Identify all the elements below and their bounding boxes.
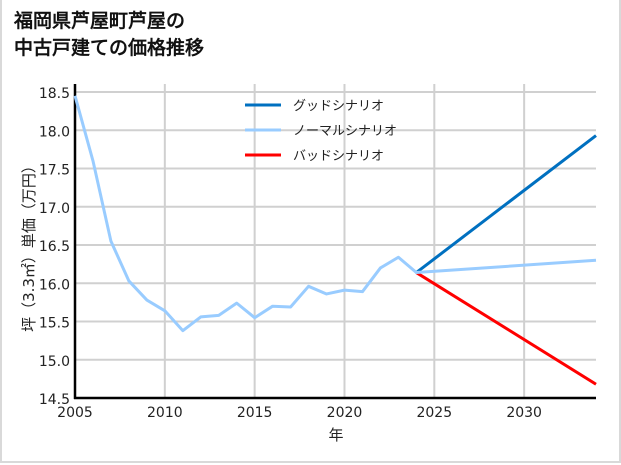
y-tick-label: 16.0 bbox=[39, 277, 70, 293]
chart-title: 福岡県芦屋町芦屋の 中古戸建ての価格推移 bbox=[14, 8, 204, 62]
x-tick-label: 2030 bbox=[506, 405, 542, 421]
x-axis-label: 年 bbox=[328, 426, 343, 444]
y-tick-label: 18.0 bbox=[39, 124, 70, 140]
legend-label: ノーマルシナリオ bbox=[293, 124, 397, 139]
x-tick-label: 2005 bbox=[57, 405, 93, 421]
x-tick-label: 2025 bbox=[416, 405, 452, 421]
y-tick-label: 16.5 bbox=[39, 239, 70, 255]
x-tick-label: 2010 bbox=[147, 405, 183, 421]
series-line bbox=[73, 95, 597, 333]
y-tick-label: 14.5 bbox=[39, 392, 70, 408]
y-tick-label: 15.0 bbox=[39, 354, 70, 370]
series-line bbox=[415, 134, 597, 274]
y-tick-label: 15.5 bbox=[39, 316, 70, 332]
x-tick-label: 2015 bbox=[237, 405, 273, 421]
legend-label: グッドシナリオ bbox=[293, 99, 384, 114]
legend-label: バッドシナリオ bbox=[293, 149, 384, 164]
y-tick-label: 18.5 bbox=[39, 86, 70, 102]
y-tick-label: 17.0 bbox=[39, 201, 70, 217]
title-line-1: 福岡県芦屋町芦屋の bbox=[14, 10, 186, 32]
y-axis-label: 坪（3.3㎡）単価（万円） bbox=[20, 158, 38, 332]
x-tick-label: 2020 bbox=[327, 405, 363, 421]
y-tick-label: 17.5 bbox=[39, 163, 70, 179]
series-line bbox=[415, 271, 597, 386]
title-line-2: 中古戸建ての価格推移 bbox=[14, 37, 205, 59]
